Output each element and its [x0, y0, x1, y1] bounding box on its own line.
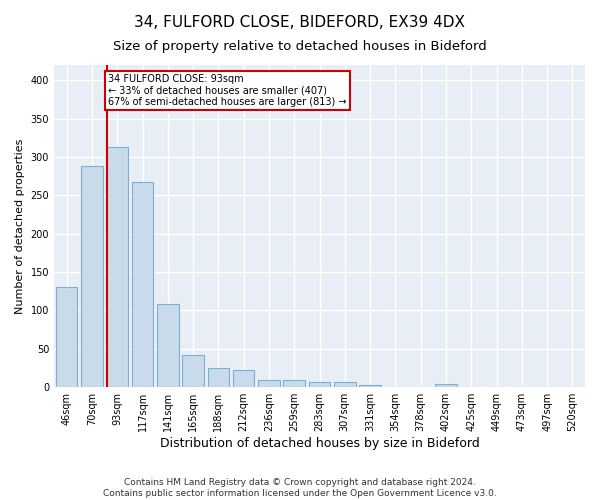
- Bar: [334, 382, 356, 387]
- Bar: [81, 166, 103, 387]
- Bar: [107, 147, 128, 387]
- Text: Size of property relative to detached houses in Bideford: Size of property relative to detached ho…: [113, 40, 487, 53]
- Bar: [283, 380, 305, 387]
- Y-axis label: Number of detached properties: Number of detached properties: [15, 138, 25, 314]
- Bar: [309, 382, 330, 387]
- Bar: [435, 384, 457, 387]
- Bar: [132, 182, 153, 387]
- Bar: [359, 385, 381, 387]
- Bar: [182, 355, 204, 387]
- X-axis label: Distribution of detached houses by size in Bideford: Distribution of detached houses by size …: [160, 437, 479, 450]
- Bar: [56, 288, 77, 387]
- Bar: [208, 368, 229, 387]
- Bar: [233, 370, 254, 387]
- Bar: [157, 304, 179, 387]
- Text: Contains HM Land Registry data © Crown copyright and database right 2024.
Contai: Contains HM Land Registry data © Crown c…: [103, 478, 497, 498]
- Text: 34, FULFORD CLOSE, BIDEFORD, EX39 4DX: 34, FULFORD CLOSE, BIDEFORD, EX39 4DX: [134, 15, 466, 30]
- Text: 34 FULFORD CLOSE: 93sqm
← 33% of detached houses are smaller (407)
67% of semi-d: 34 FULFORD CLOSE: 93sqm ← 33% of detache…: [109, 74, 347, 108]
- Bar: [258, 380, 280, 387]
